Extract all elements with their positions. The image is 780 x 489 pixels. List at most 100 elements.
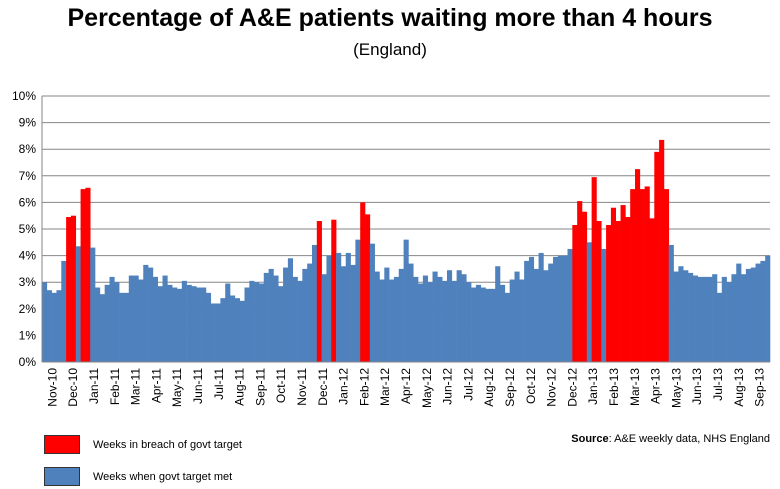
bar-met bbox=[528, 256, 535, 362]
x-tick-label: Nov-11 bbox=[295, 368, 309, 406]
bar-met bbox=[471, 287, 477, 362]
bar-met bbox=[692, 275, 698, 362]
x-tick-label: Jul-11 bbox=[212, 368, 226, 400]
bar-met bbox=[128, 275, 134, 362]
bar-breach bbox=[331, 219, 337, 362]
bar-met bbox=[90, 247, 96, 362]
bar-met bbox=[249, 280, 255, 362]
y-tick-label: 8% bbox=[19, 142, 37, 156]
bar-met bbox=[234, 298, 240, 362]
x-tick-label: May-12 bbox=[420, 368, 434, 408]
chart-subtitle: (England) bbox=[353, 40, 427, 59]
bar-met bbox=[148, 267, 154, 362]
bar-met bbox=[538, 252, 544, 362]
bar-met bbox=[181, 280, 187, 362]
bar-met bbox=[543, 270, 549, 362]
bar-breach bbox=[581, 211, 588, 362]
bar-breach bbox=[316, 221, 322, 362]
bar-breach bbox=[630, 189, 636, 362]
x-tick-label: Feb-13 bbox=[607, 368, 621, 406]
bar-met bbox=[389, 279, 395, 362]
legend-swatch-met bbox=[44, 467, 80, 486]
bar-met bbox=[273, 275, 279, 362]
bar-met bbox=[345, 252, 351, 362]
bar-met bbox=[321, 274, 327, 362]
x-tick-label: Jun-11 bbox=[191, 368, 205, 404]
bar-met bbox=[442, 280, 448, 362]
source-note: Source: A&E weekly data, NHS England bbox=[571, 433, 770, 445]
bar-met bbox=[350, 264, 356, 362]
bar-met bbox=[745, 268, 752, 362]
x-tick-label: Dec-12 bbox=[565, 368, 579, 407]
bar-breach bbox=[85, 187, 91, 362]
bar-breach bbox=[649, 218, 655, 362]
bar-met bbox=[688, 272, 694, 362]
bar-met bbox=[413, 276, 419, 362]
bar-breach bbox=[365, 214, 371, 362]
chart-title: Percentage of A&E patients waiting more … bbox=[67, 4, 713, 32]
bar-met bbox=[557, 255, 563, 362]
x-tick-label: May-11 bbox=[170, 368, 184, 407]
bar-breach bbox=[654, 151, 660, 362]
bar-met bbox=[384, 267, 390, 362]
bar-met bbox=[514, 271, 520, 362]
bar-met bbox=[408, 263, 414, 362]
x-tick-label: Aug-13 bbox=[732, 368, 746, 407]
bar-met bbox=[210, 303, 216, 362]
bar-met bbox=[46, 290, 52, 362]
x-tick-label: Jul-13 bbox=[711, 368, 725, 401]
bar-met bbox=[311, 244, 318, 362]
x-tick-label: Jun-12 bbox=[441, 368, 455, 405]
bar-met bbox=[99, 294, 105, 362]
x-tick-label: Dec-10 bbox=[66, 368, 80, 407]
bar-met bbox=[374, 271, 380, 362]
bar-breach bbox=[620, 205, 626, 362]
source-text: : A&E weekly data, NHS England bbox=[608, 433, 770, 445]
bar-met bbox=[162, 275, 168, 362]
bar-met bbox=[422, 275, 428, 362]
x-tick-label: Mar-12 bbox=[378, 368, 392, 406]
x-tick-label: Apr-11 bbox=[149, 368, 163, 403]
x-tick-label: Nov-10 bbox=[45, 368, 59, 407]
bar-met bbox=[437, 276, 443, 362]
bar-met bbox=[340, 266, 347, 362]
bar-met bbox=[191, 286, 197, 362]
bar-met bbox=[114, 282, 120, 362]
bar-met bbox=[186, 284, 192, 362]
bar-met bbox=[707, 276, 713, 362]
bar-met bbox=[336, 252, 342, 362]
bar-met bbox=[678, 266, 684, 362]
bar-met bbox=[427, 282, 433, 362]
bar-met bbox=[475, 284, 482, 362]
bar-met bbox=[509, 279, 515, 362]
bar-met bbox=[42, 282, 48, 362]
bar-met bbox=[702, 276, 708, 362]
bar-met bbox=[143, 264, 149, 362]
bar-breach bbox=[606, 225, 612, 362]
bar-met bbox=[268, 268, 274, 362]
bar-met bbox=[254, 282, 260, 362]
bar-met bbox=[466, 282, 472, 362]
bar-met bbox=[287, 258, 293, 362]
bar-met bbox=[297, 280, 303, 362]
x-tick-label: Sep-11 bbox=[253, 368, 267, 406]
bar-met bbox=[683, 270, 689, 362]
bar-met bbox=[403, 239, 409, 362]
x-tick-label: Jan-13 bbox=[586, 368, 600, 405]
bar-breach bbox=[572, 225, 578, 362]
x-axis-tick-labels: Nov-10 Dec-10 Jan-11 Feb-11 Mar-11 Apr-11 May-… bbox=[45, 368, 766, 408]
bar-met bbox=[721, 276, 727, 362]
y-tick-label: 2% bbox=[19, 302, 37, 316]
bar-breach bbox=[360, 202, 366, 362]
y-tick-label: 5% bbox=[19, 222, 37, 236]
bar-met bbox=[562, 255, 568, 362]
bar-met bbox=[480, 287, 486, 362]
x-tick-label: Aug-11 bbox=[233, 368, 247, 406]
bar-met bbox=[133, 275, 139, 362]
x-tick-label: Jun-13 bbox=[690, 368, 704, 405]
bar-met bbox=[750, 267, 756, 362]
bar-breach bbox=[80, 189, 86, 362]
legend-item-met: Weeks when govt target met bbox=[44, 467, 232, 486]
bar-met bbox=[456, 270, 462, 362]
bar-met bbox=[225, 283, 231, 362]
